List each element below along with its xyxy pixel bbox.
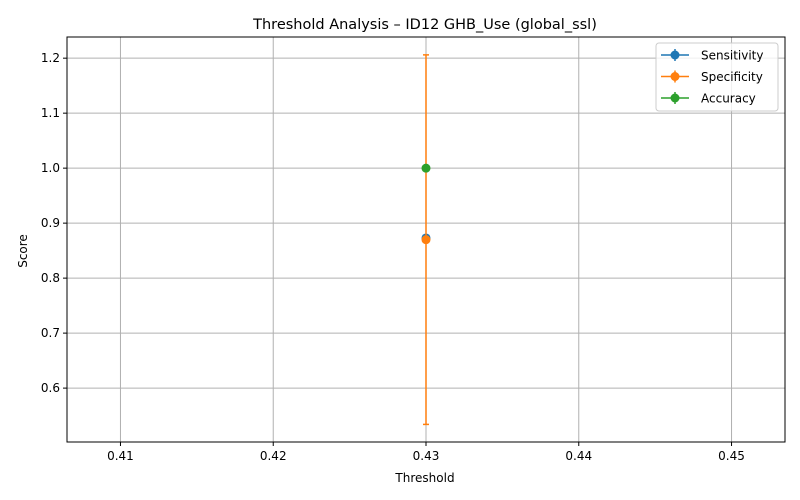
x-tick-label: 0.44 [565,449,592,463]
x-tick-label: 0.41 [107,449,134,463]
data-point-specificity [421,235,431,245]
y-tick-label: 1.2 [41,51,60,65]
chart-title: Threshold Analysis – ID12 GHB_Use (globa… [252,17,597,33]
axis-ticks: 0.41 0.42 0.43 0.44 0.45 0.6 0.7 0.8 0.9 1.0 1.1 1.… [41,51,745,463]
legend-label: Sensitivity [701,49,763,63]
legend-marker [670,50,680,60]
legend-marker [670,93,680,103]
y-tick-label: 1.1 [41,106,60,120]
data-layer [421,54,431,426]
y-tick-label: 0.8 [41,271,60,285]
y-tick-label: 0.7 [41,326,60,340]
legend: Sensitivity Specificity Accuracy [655,42,779,112]
x-tick-label: 0.43 [413,449,440,463]
y-axis-label: Score [16,234,30,268]
legend-label: Specificity [701,70,763,84]
y-tick-label: 0.9 [41,216,60,230]
legend-box [655,42,779,112]
y-tick-label: 0.6 [41,381,60,395]
legend-label: Accuracy [701,92,756,106]
x-axis-label: Threshold [394,471,454,485]
data-point-accuracy [421,163,431,173]
x-tick-label: 0.45 [718,449,745,463]
x-tick-label: 0.42 [260,449,287,463]
y-tick-label: 1.0 [41,161,60,175]
legend-marker [670,72,680,81]
